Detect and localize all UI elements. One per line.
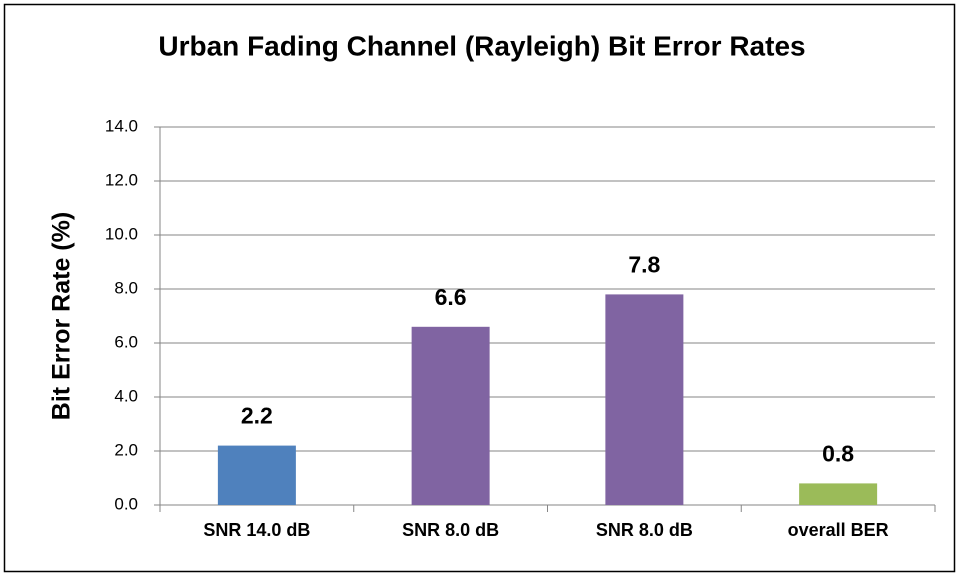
data-label: 2.2 — [241, 403, 273, 429]
y-tick-label: 10.0 — [105, 224, 138, 243]
y-tick-label: 4.0 — [114, 386, 138, 405]
y-tick-label: 6.0 — [114, 332, 138, 351]
x-tick-label: overall BER — [788, 520, 889, 540]
y-tick-label: 8.0 — [114, 278, 138, 297]
x-tick-label: SNR 8.0 dB — [596, 520, 693, 540]
y-tick-label: 0.0 — [114, 494, 138, 513]
data-label: 0.8 — [822, 440, 854, 466]
y-tick-label: 2.0 — [114, 440, 138, 459]
x-tick-label: SNR 14.0 dB — [203, 520, 310, 540]
y-axis-label: Bit Error Rate (%) — [48, 212, 76, 420]
data-label: 7.8 — [628, 251, 660, 277]
y-tick-label: 14.0 — [105, 116, 138, 135]
data-label: 6.6 — [435, 284, 467, 310]
bar — [217, 445, 296, 505]
x-tick-label: SNR 8.0 dB — [402, 520, 499, 540]
chart-title: Urban Fading Channel (Rayleigh) Bit Erro… — [158, 30, 805, 61]
bar — [605, 294, 684, 505]
y-tick-label: 12.0 — [105, 170, 138, 189]
bar — [411, 326, 490, 505]
bar — [799, 483, 878, 505]
